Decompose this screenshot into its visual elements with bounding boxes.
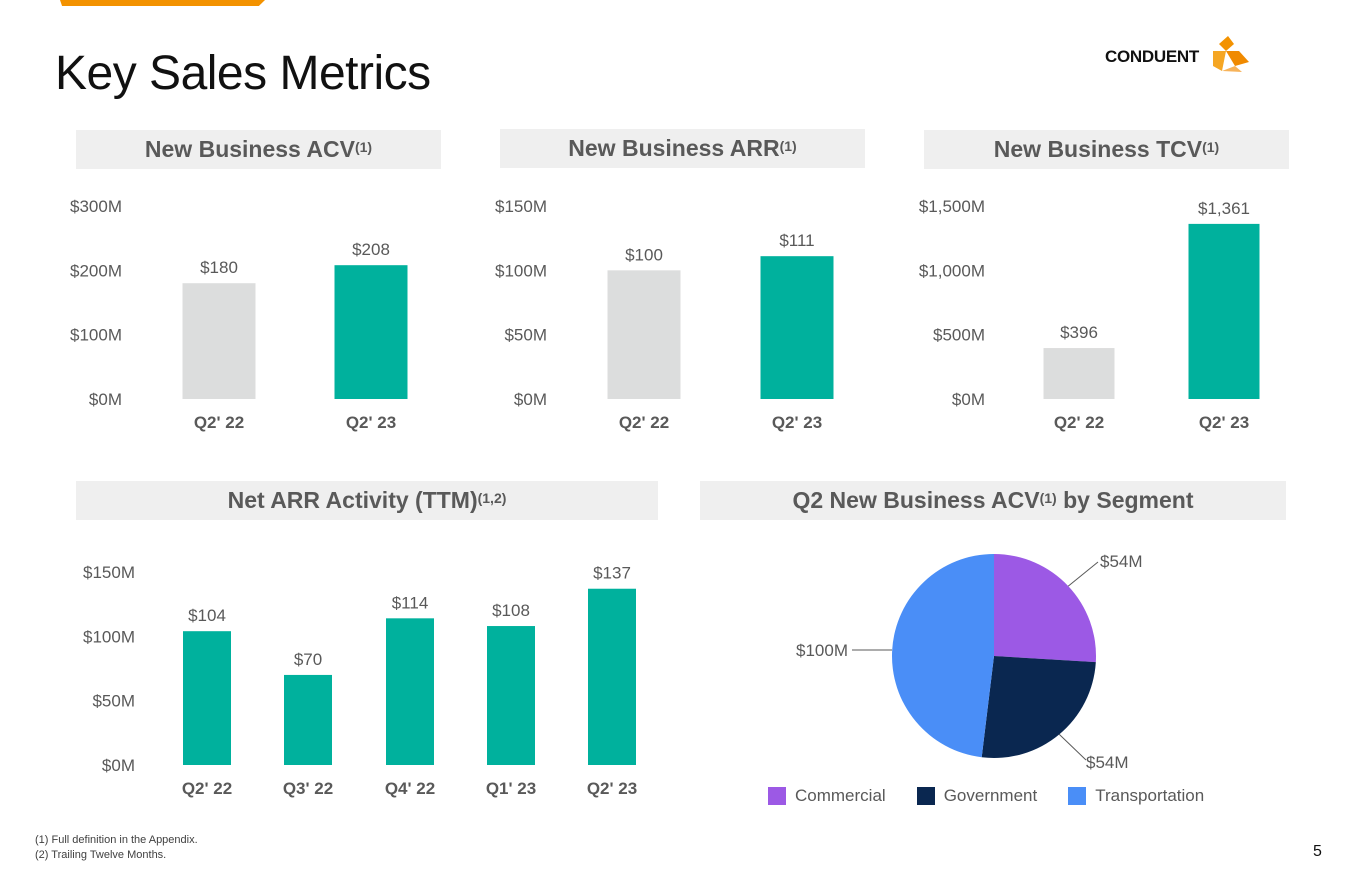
net-bar [386,618,434,765]
net-data-label: $104 [188,606,226,625]
tcv-y-tick-label: $0M [952,390,985,409]
accent-bar [60,0,265,6]
net-bar [284,674,332,765]
legend-item-commercial: Commercial [768,786,886,806]
net-bar [183,631,231,765]
legend-swatch-transportation [1068,787,1087,805]
arr-x-category-label: Q2' 23 [772,413,822,432]
pie-leader-line [1067,561,1099,587]
net-y-tick-label: $0M [102,756,135,775]
pie-slice-transportation [892,554,994,758]
tcv-x-category-label: Q2' 23 [1199,413,1249,432]
company-logo: CONDUENT [1105,34,1255,76]
page-number: 5 [1313,843,1322,860]
acv-x-category-label: Q2' 22 [194,413,244,432]
net-x-category-label: Q2' 23 [587,779,637,798]
net-panel-header: Net ARR Activity (TTM) (1,2) [76,481,658,520]
tcv-bar [1188,223,1260,399]
net-data-label: $137 [593,564,631,583]
acv-y-tick-label: $100M [70,326,122,345]
acv-y-tick-label: $300M [70,197,122,216]
segment-panel-header: Q2 New Business ACV (1) by Segment [700,481,1286,520]
net-x-category-label: Q4' 22 [385,779,435,798]
tcv-data-label: $1,361 [1198,199,1250,218]
arr-bar [760,256,834,399]
pie-slice-commercial [994,554,1097,663]
net-y-tick-label: $100M [83,627,135,646]
acv-x-category-label: Q2' 23 [346,413,396,432]
acv-data-label: $180 [200,258,238,277]
pie-data-label: $54M [1086,753,1129,772]
segment-legend: Commercial Government Transportation [768,786,1235,806]
pie-data-label: $54M [1100,552,1143,571]
legend-item-government: Government [916,786,1038,806]
net-bar [588,588,636,765]
arr-y-tick-label: $0M [514,390,547,409]
acv-panel-footnote-ref: (1) [354,138,373,155]
net-x-category-label: Q2' 22 [182,779,232,798]
logo-text: CONDUENT [1105,47,1199,66]
arr-data-label: $111 [779,231,814,250]
arr-y-tick-label: $100M [495,261,547,280]
arr-x-category-label: Q2' 22 [619,413,669,432]
page-title: Key Sales Metrics [55,47,431,100]
net-y-tick-label: $150M [83,563,135,582]
net-panel-footnote-ref: (1,2) [477,489,507,506]
net-bar [487,626,535,765]
tcv-y-tick-label: $500M [933,326,985,345]
net-panel-title: Net ARR Activity (TTM) [227,487,478,513]
footnote-1: (1) Full definition in the Appendix. [35,834,198,846]
net-data-label: $70 [294,650,322,669]
logo-mark-icon [1213,36,1249,72]
legend-label-government: Government [943,786,1038,805]
acv-data-label: $208 [352,240,390,259]
legend-swatch-commercial [768,787,786,805]
legend-label-transportation: Transportation [1095,786,1205,805]
acv-panel-title: New Business ACV [144,136,355,162]
tcv-x-category-label: Q2' 22 [1054,413,1104,432]
legend-label-commercial: Commercial [795,786,886,805]
tcv-data-label: $396 [1060,323,1098,342]
net-data-label: $108 [492,601,530,620]
net-data-label: $114 [392,593,429,612]
arr-panel-footnote-ref: (1) [779,137,797,154]
net-y-tick-label: $50M [92,692,135,711]
tcv-y-tick-label: $1,000M [919,261,985,280]
arr-y-tick-label: $150M [495,197,547,216]
legend-item-transportation: Transportation [1068,786,1204,806]
footnote-2: (2) Trailing Twelve Months. [35,849,167,861]
net-x-category-label: Q3' 22 [283,779,333,798]
acv-y-tick-label: $200M [70,261,122,280]
tcv-panel-footnote-ref: (1) [1202,138,1220,155]
tcv-panel-title: New Business TCV [993,136,1203,162]
net-x-category-label: Q1' 23 [486,779,536,798]
arr-bar [607,270,681,399]
arr-panel-title: New Business ARR [568,135,780,161]
tcv-bar [1043,348,1115,399]
acv-bar [182,283,256,399]
pie-slice-government [981,656,1096,758]
arr-data-label: $100 [625,245,663,264]
pie-leader-line [1058,733,1087,761]
arr-panel-header: New Business ARR (1) [500,129,865,168]
acv-bar [334,265,408,399]
legend-swatch-government [916,787,935,805]
segment-panel-footnote-ref: (1) [1039,489,1057,506]
tcv-panel-header: New Business TCV (1) [924,130,1289,169]
pie-data-label: $100M [796,641,848,660]
arr-y-tick-label: $50M [504,326,547,345]
acv-panel-header: New Business ACV (1) [76,130,441,169]
tcv-y-tick-label: $1,500M [919,197,985,216]
segment-panel-title-pre: Q2 New Business ACV [792,487,1040,513]
acv-y-tick-label: $0M [89,390,122,409]
segment-panel-title-post: by Segment [1056,487,1194,513]
footnotes: (1) Full definition in the Appendix. (2)… [35,833,198,863]
